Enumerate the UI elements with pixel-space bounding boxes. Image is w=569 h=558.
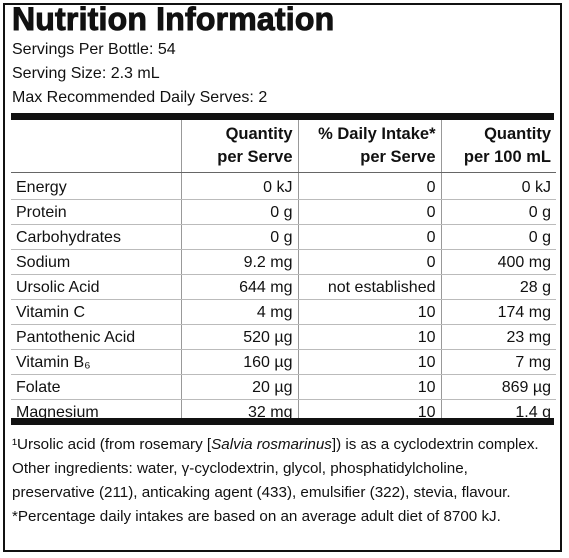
- table-cell: 20 µg: [180, 374, 298, 400]
- table-row: Energy 0 kJ 0 0 kJ: [11, 172, 556, 200]
- table-cell: 0 g: [180, 199, 298, 225]
- table-row: Folate 20 µg 10 869 µg: [11, 374, 556, 400]
- nutrition-table: Quantity per Serve % Daily Intake* per Serv…: [11, 120, 556, 424]
- table-cell: 4 mg: [180, 299, 298, 325]
- table-cell: 23 mg: [440, 324, 556, 350]
- table-cell: 7 mg: [440, 349, 556, 375]
- table-cell: 0 g: [440, 224, 556, 250]
- title: Nutrition Information: [11, 1, 335, 38]
- table-cell: Protein: [11, 199, 181, 225]
- table-cell: 644 mg: [180, 274, 298, 300]
- table-cell: 0: [297, 172, 441, 200]
- header-row: Quantity per Serve % Daily Intake* per Serv…: [11, 120, 556, 173]
- table-cell: 869 µg: [440, 374, 556, 400]
- table-cell: Magnesium: [16, 403, 99, 421]
- header-cell: Quantity per 100 mL: [440, 120, 556, 173]
- table-cell: 0: [297, 249, 441, 275]
- table-cell: 174 mg: [440, 299, 556, 325]
- table-cell: 28 g: [440, 274, 556, 300]
- table-cell: 10: [297, 349, 441, 375]
- header-text: Quantity: [484, 125, 551, 143]
- table-cell: Ursolic Acid: [11, 274, 181, 300]
- table-cell: 0 kJ: [440, 172, 556, 200]
- table-row: Sodium 9.2 mg 0 400 mg: [11, 249, 556, 275]
- header-cell: [11, 120, 181, 173]
- divider-bar: [11, 113, 554, 120]
- table-cell: 0 g: [180, 224, 298, 250]
- table-cell: 0 g: [440, 199, 556, 225]
- header-text: per 100 mL: [463, 148, 551, 166]
- footnote-text: ¹Ursolic acid (from rosemary [Salvia ros…: [12, 433, 552, 505]
- table-cell: 400 mg: [440, 249, 556, 275]
- header-text: % Daily Intake*: [318, 125, 436, 143]
- info-line: Serving Size: 2.3 mL: [12, 65, 160, 82]
- table-cell: 520 µg: [180, 324, 298, 350]
- table-cell: 10: [297, 324, 441, 350]
- footnote-part: ]) is as a cyclodextrin complex. Other i…: [12, 436, 539, 501]
- table-cell: 160 µg: [180, 349, 298, 375]
- footnote-part: ¹Ursolic acid (from rosemary [: [12, 436, 212, 453]
- divider-bar: [11, 418, 554, 425]
- table-cell: 0 kJ: [180, 172, 298, 200]
- header-text: per Serve: [217, 148, 293, 166]
- table-cell: Energy: [11, 172, 181, 200]
- table-cell: 10: [297, 374, 441, 400]
- info-line: Max Recommended Daily Serves: 2: [12, 89, 268, 106]
- table-cell: Folate: [11, 374, 181, 400]
- table-cell: Pantothenic Acid: [11, 324, 181, 350]
- table-cell: 0: [297, 199, 441, 225]
- footnote-note: *Percentage daily intakes are based on a…: [12, 508, 501, 525]
- table-cell: Vitamin B₆: [11, 349, 181, 375]
- table-cell: 0: [297, 224, 441, 250]
- info-line: Servings Per Bottle: 54: [12, 41, 176, 58]
- header-text: per Serve: [360, 148, 436, 166]
- footnote-part: Salvia rosmarinus: [211, 436, 332, 453]
- table-cell: Vitamin C: [11, 299, 181, 325]
- table-row: Vitamin B₆ 160 µg 10 7 mg: [11, 349, 556, 375]
- table-row: Ursolic Acid 644 mg not established 28 g: [11, 274, 556, 300]
- table-cell: not established: [297, 274, 441, 300]
- footnote: ¹Ursolic acid (from rosemary [Salvia ros…: [12, 433, 552, 529]
- nutrition-label: Nutrition Information Servings Per Bottl…: [3, 1, 562, 552]
- table-cell: 9.2 mg: [180, 249, 298, 275]
- header-text: Quantity: [225, 125, 293, 143]
- header-cell: Quantity per Serve: [180, 120, 298, 173]
- table-cell: Sodium: [11, 249, 181, 275]
- table-cell: 10: [297, 299, 441, 325]
- table-row: Pantothenic Acid 520 µg 10 23 mg: [11, 324, 556, 350]
- header-cell: % Daily Intake* per Serve: [297, 120, 441, 173]
- table-cell: Carbohydrates: [11, 224, 181, 250]
